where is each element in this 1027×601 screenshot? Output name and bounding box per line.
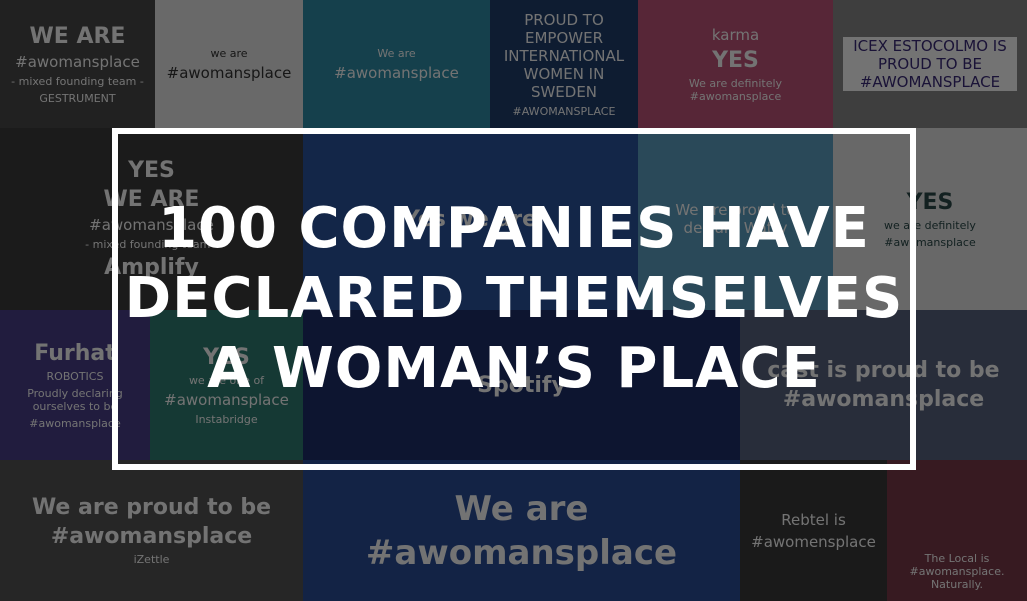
headline-box: 100 COMPANIES HAVE DECLARED THEMSELVES A… <box>112 128 916 470</box>
headline-line: 100 COMPANIES HAVE <box>158 196 870 261</box>
headline-line: DECLARED THEMSELVES <box>124 266 904 331</box>
headline-line: A WOMAN’S PLACE <box>207 336 821 401</box>
